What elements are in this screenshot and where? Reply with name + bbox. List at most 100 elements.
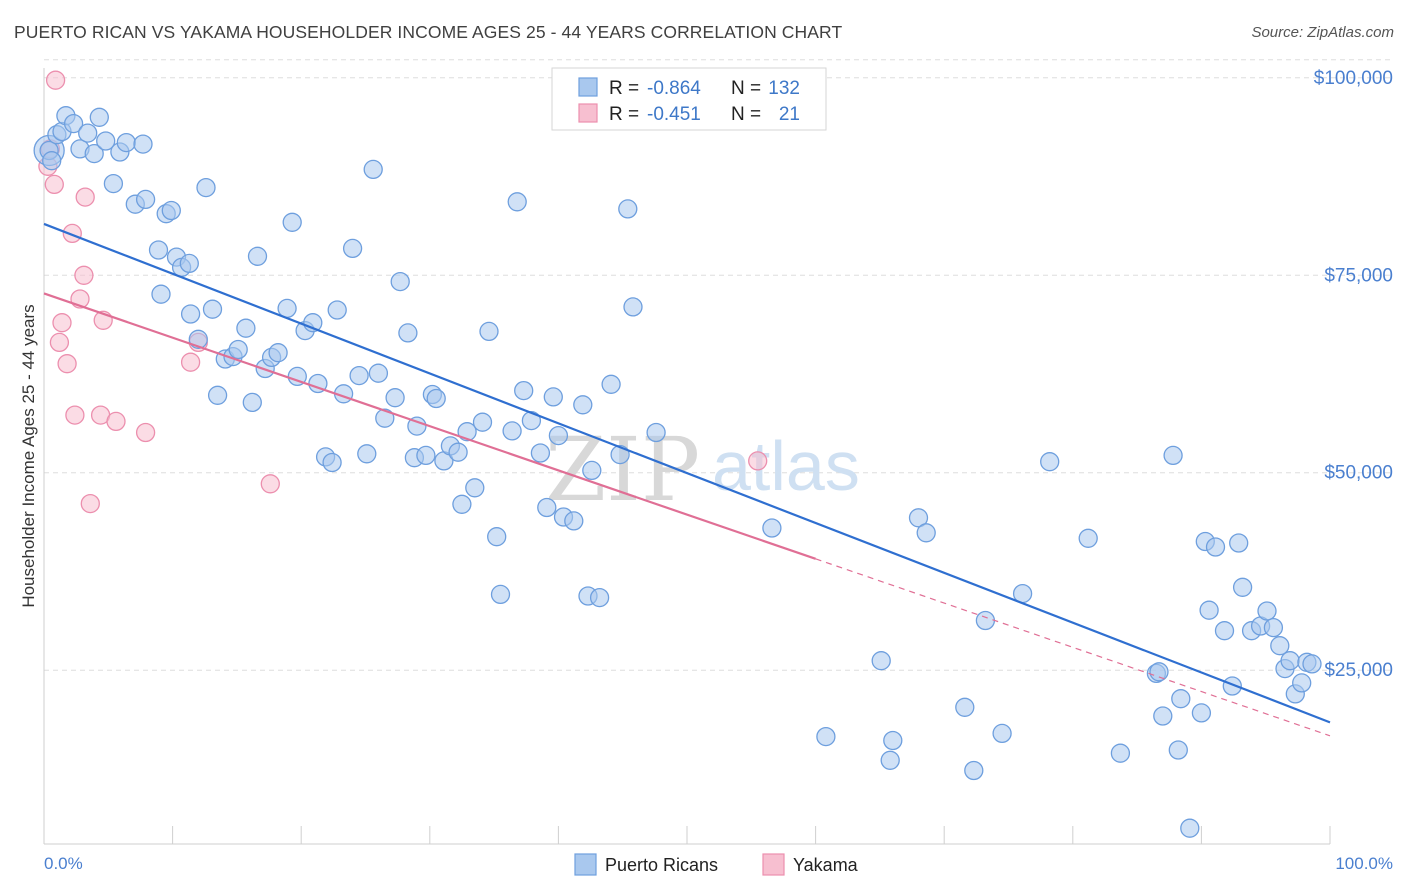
puerto-rican-point xyxy=(135,189,156,210)
puerto-rican-point xyxy=(236,318,256,338)
puerto-rican-point xyxy=(502,421,522,441)
x-tick-label-end: 100.0% xyxy=(1335,854,1393,873)
axes: 0.0% 100.0% xyxy=(43,68,1393,873)
puerto-rican-point xyxy=(1078,528,1098,548)
puerto-rican-point xyxy=(1163,445,1183,466)
legend-swatch-yakama xyxy=(578,103,598,123)
puerto-rican-point xyxy=(975,610,996,631)
puerto-rican-point xyxy=(148,240,169,260)
puerto-rican-point xyxy=(78,123,98,143)
puerto-rican-point xyxy=(916,523,936,543)
puerto-rican-point xyxy=(96,131,116,151)
puerto-rican-point xyxy=(1232,577,1253,597)
puerto-rican-point xyxy=(589,587,610,608)
puerto-rican-point xyxy=(1199,600,1219,620)
puerto-rican-point xyxy=(573,395,593,415)
puerto-rican-point xyxy=(242,392,262,413)
puerto-rican-point xyxy=(880,750,900,770)
source-label: Source: ZipAtlas.com xyxy=(1251,24,1394,41)
puerto-rican-point xyxy=(955,697,975,717)
yakama-point xyxy=(106,411,126,432)
chart-title: PUERTO RICAN VS YAKAMA HOUSEHOLDER INCOM… xyxy=(14,22,843,42)
trend-lines xyxy=(43,222,1331,737)
puerto-rican-point xyxy=(1191,703,1212,723)
puerto-rican-point xyxy=(268,343,288,363)
puerto-rican-point xyxy=(390,271,410,292)
puerto-rican-point xyxy=(530,443,551,463)
yakama-point xyxy=(52,313,72,333)
puerto-rican-trend-line xyxy=(43,222,1331,724)
series-legend-swatch-puerto-ricans xyxy=(574,853,597,876)
yakama-trend-extension xyxy=(815,558,1331,737)
yakama-point xyxy=(80,493,100,514)
puerto-rican-point xyxy=(964,760,984,781)
puerto-rican-point xyxy=(363,159,383,180)
y-axis-label: Householder Income Ages 25 - 44 years xyxy=(19,304,38,607)
legend-r-value-1: -0.864 xyxy=(647,78,701,99)
puerto-rican-point xyxy=(992,723,1012,744)
puerto-rican-point xyxy=(1153,706,1173,726)
puerto-rican-point xyxy=(151,284,171,304)
puerto-rican-point xyxy=(349,365,369,386)
y-tick-label: $100,000 xyxy=(1314,68,1393,89)
watermark: ZIP atlas xyxy=(545,418,860,521)
legend-n-label-1: N = xyxy=(731,78,761,99)
puerto-rican-point xyxy=(1257,601,1277,621)
puerto-rican-point xyxy=(816,726,836,747)
puerto-rican-point xyxy=(426,388,446,409)
yakama-point xyxy=(44,174,64,195)
puerto-rican-point xyxy=(1180,818,1200,838)
yakama-point xyxy=(45,70,66,90)
puerto-rican-point xyxy=(1040,452,1060,472)
puerto-rican-point xyxy=(623,297,643,317)
yakama-points xyxy=(38,70,768,514)
yakama-trend-line xyxy=(43,292,816,560)
puerto-rican-point xyxy=(448,442,468,462)
puerto-rican-point xyxy=(416,445,436,466)
y-tick-label: $75,000 xyxy=(1324,265,1393,286)
puerto-rican-point xyxy=(385,388,405,408)
puerto-rican-point xyxy=(601,374,621,394)
puerto-rican-point xyxy=(103,173,124,194)
puerto-rican-point xyxy=(762,518,782,538)
puerto-rican-points xyxy=(33,106,1322,838)
puerto-rican-point xyxy=(1229,533,1249,553)
puerto-rican-point xyxy=(1168,740,1188,760)
puerto-rican-point xyxy=(247,246,268,266)
puerto-rican-point xyxy=(188,329,208,349)
yakama-point xyxy=(135,422,156,443)
puerto-rican-point xyxy=(543,387,563,407)
puerto-rican-point xyxy=(407,416,427,436)
legend-r-value-2: -0.451 xyxy=(647,104,701,125)
legend-n-value-1: 132 xyxy=(768,78,800,99)
puerto-rican-point xyxy=(1292,673,1312,693)
puerto-rican-point xyxy=(487,527,507,547)
puerto-rican-point xyxy=(63,113,84,134)
puerto-rican-point xyxy=(116,132,136,153)
puerto-rican-point xyxy=(375,408,395,428)
puerto-rican-point xyxy=(582,460,602,481)
puerto-rican-point xyxy=(1149,662,1169,682)
yakama-point xyxy=(74,265,94,285)
puerto-rican-point xyxy=(514,380,534,401)
stats-legend-box xyxy=(551,67,827,131)
series-legend-swatch-yakama xyxy=(762,853,785,876)
puerto-rican-point xyxy=(537,497,557,518)
stats-legend: R = -0.864 N = 132 R = -0.451 N = 21 xyxy=(551,67,827,131)
puerto-rican-point xyxy=(457,422,477,442)
puerto-rican-point xyxy=(564,511,584,531)
puerto-rican-point xyxy=(398,323,418,343)
puerto-rican-point xyxy=(84,143,104,164)
puerto-rican-point xyxy=(207,385,228,405)
yakama-point xyxy=(65,405,85,425)
puerto-rican-point xyxy=(89,107,109,127)
puerto-rican-point xyxy=(1214,621,1235,641)
watermark-zip: ZIP xyxy=(545,418,700,521)
yakama-point xyxy=(62,223,82,244)
puerto-rican-point xyxy=(1205,537,1226,557)
yakama-point xyxy=(75,187,95,207)
puerto-rican-point xyxy=(479,321,499,342)
y-tick-label: $25,000 xyxy=(1324,660,1393,681)
puerto-rican-point xyxy=(202,299,223,319)
puerto-rican-point xyxy=(42,151,62,171)
